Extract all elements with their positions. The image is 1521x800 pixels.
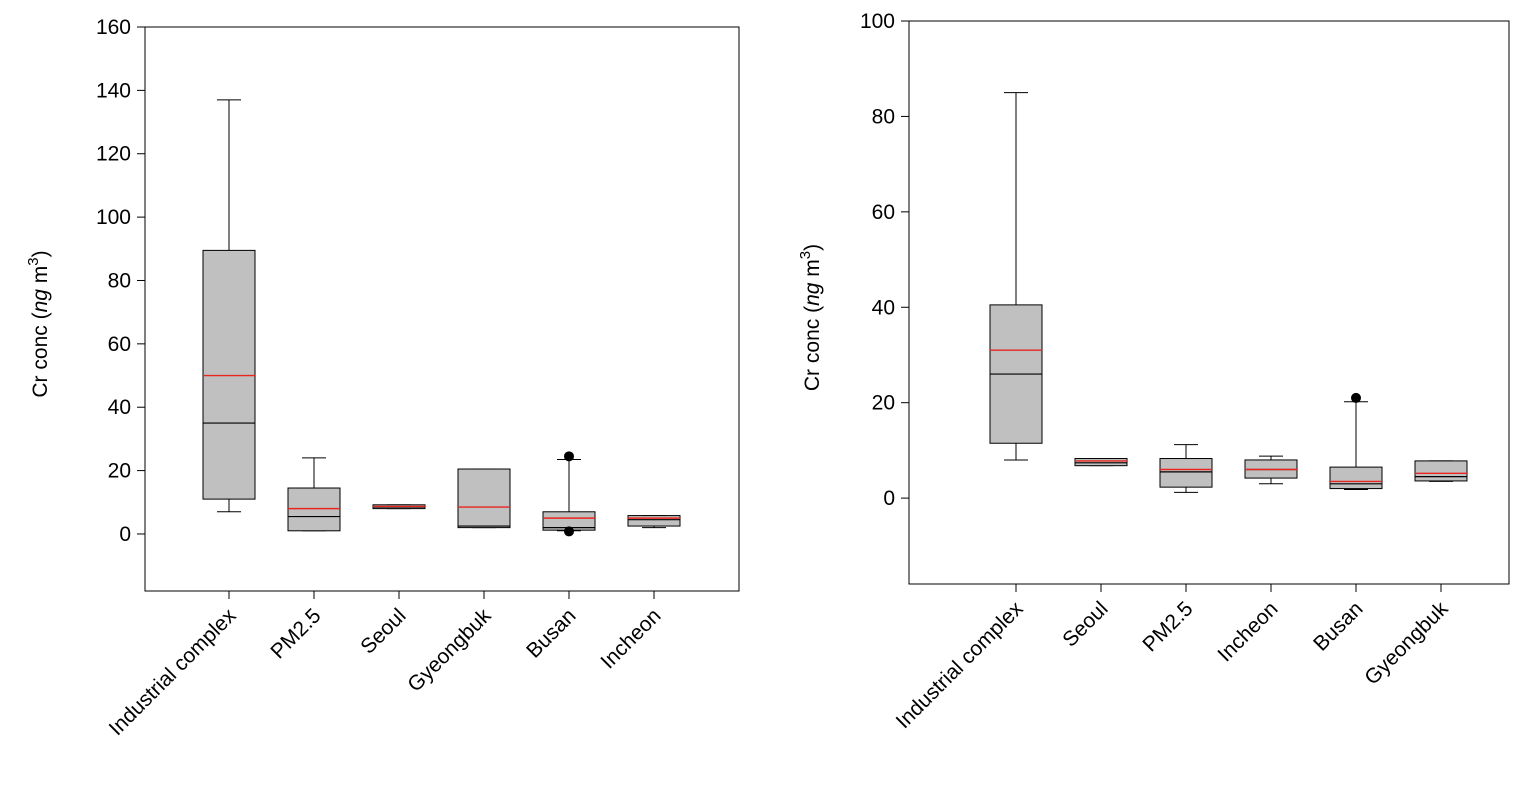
x-category-label: Industrial complex — [105, 604, 241, 740]
y-tick-label: 40 — [872, 296, 895, 319]
box-seoul: Seoul — [356, 504, 426, 659]
x-category-label: Incheon — [596, 604, 665, 673]
iqr-box — [1074, 458, 1128, 467]
x-category-label: Seoul — [1058, 597, 1112, 651]
iqr-box — [1159, 458, 1213, 488]
box-seoul: Seoul — [1058, 458, 1128, 652]
y-tick-label: 120 — [96, 143, 131, 166]
y-axis-label: Cr conc (ng m3) — [25, 250, 52, 397]
y-axis-label-unit-rest: m — [29, 266, 52, 289]
outlier-point — [564, 451, 574, 462]
y-tick-label: 80 — [872, 105, 895, 128]
chart-panel-1: 0 20 40 60 80 100 120 140 160 Cr conc (ng m3) Indu… — [25, 16, 740, 740]
y-axis-label-unit: ng — [29, 289, 52, 313]
iqr-box — [627, 515, 681, 527]
box-busan: Busan — [522, 451, 596, 663]
y-tick-label: 20 — [872, 392, 895, 415]
y-axis-label-suffix: ) — [29, 250, 52, 257]
y-axis-label-prefix: Cr conc ( — [801, 306, 824, 391]
y-axis-label-suffix: ) — [801, 244, 824, 251]
box-busan: Busan — [1309, 392, 1383, 656]
y-axis-label-prefix: Cr conc ( — [29, 312, 52, 397]
y-tick-label: 80 — [108, 269, 131, 292]
y-axis-label: Cr conc (ng m3) — [797, 244, 824, 391]
outlier-point — [564, 526, 574, 537]
x-category-label: Busan — [1309, 597, 1367, 655]
box-incheon: Incheon — [1213, 455, 1298, 666]
iqr-box — [457, 468, 511, 529]
iqr-box — [287, 487, 341, 532]
box-gyeongbuk: Gyeongbuk — [1360, 460, 1468, 690]
iqr-box — [1414, 460, 1468, 482]
chart-panel-2: 0 20 40 60 80 100 Cr conc (ng m3) Industrial co… — [797, 10, 1510, 733]
y-tick-label: 40 — [108, 396, 131, 419]
box-industrial-complex: Industrial complex — [892, 92, 1043, 733]
box-pm2-5: PM2.5 — [1138, 444, 1213, 656]
plot-frame — [144, 26, 740, 592]
x-category-label: Gyeongbuk — [1360, 597, 1453, 690]
x-category-label: PM2.5 — [266, 604, 325, 663]
y-tick-label: 0 — [883, 487, 895, 510]
x-category-label: Industrial complex — [892, 597, 1028, 733]
y-tick-label: 100 — [860, 10, 895, 33]
y-tick-label: 100 — [96, 206, 131, 229]
y-tick-label: 140 — [96, 79, 131, 102]
x-category-label: Seoul — [356, 604, 410, 658]
iqr-box — [1329, 466, 1383, 490]
x-category-label: PM2.5 — [1138, 597, 1197, 656]
y-axis-label-sup: 3 — [25, 257, 42, 265]
x-category-label: Incheon — [1213, 597, 1282, 666]
y-tick-label: 160 — [96, 16, 131, 39]
box-pm2-5: PM2.5 — [266, 457, 341, 663]
y-tick-label: 0 — [119, 523, 131, 546]
y-axis-label-sup: 3 — [797, 251, 814, 259]
x-category-label: Busan — [522, 604, 580, 662]
plot-frame — [908, 20, 1510, 585]
box-incheon: Incheon — [596, 515, 681, 673]
x-category-label: Gyeongbuk — [403, 604, 496, 697]
y-axis-label-unit: ng — [801, 282, 824, 306]
box-gyeongbuk: Gyeongbuk — [403, 468, 511, 697]
y-tick-label: 20 — [108, 460, 131, 483]
box-industrial-complex: Industrial complex — [105, 99, 256, 740]
y-tick-label: 60 — [872, 201, 895, 224]
outlier-point — [1351, 392, 1361, 403]
iqr-box — [202, 249, 256, 500]
y-tick-label: 60 — [108, 333, 131, 356]
y-axis-label-unit-rest: m — [801, 259, 824, 282]
